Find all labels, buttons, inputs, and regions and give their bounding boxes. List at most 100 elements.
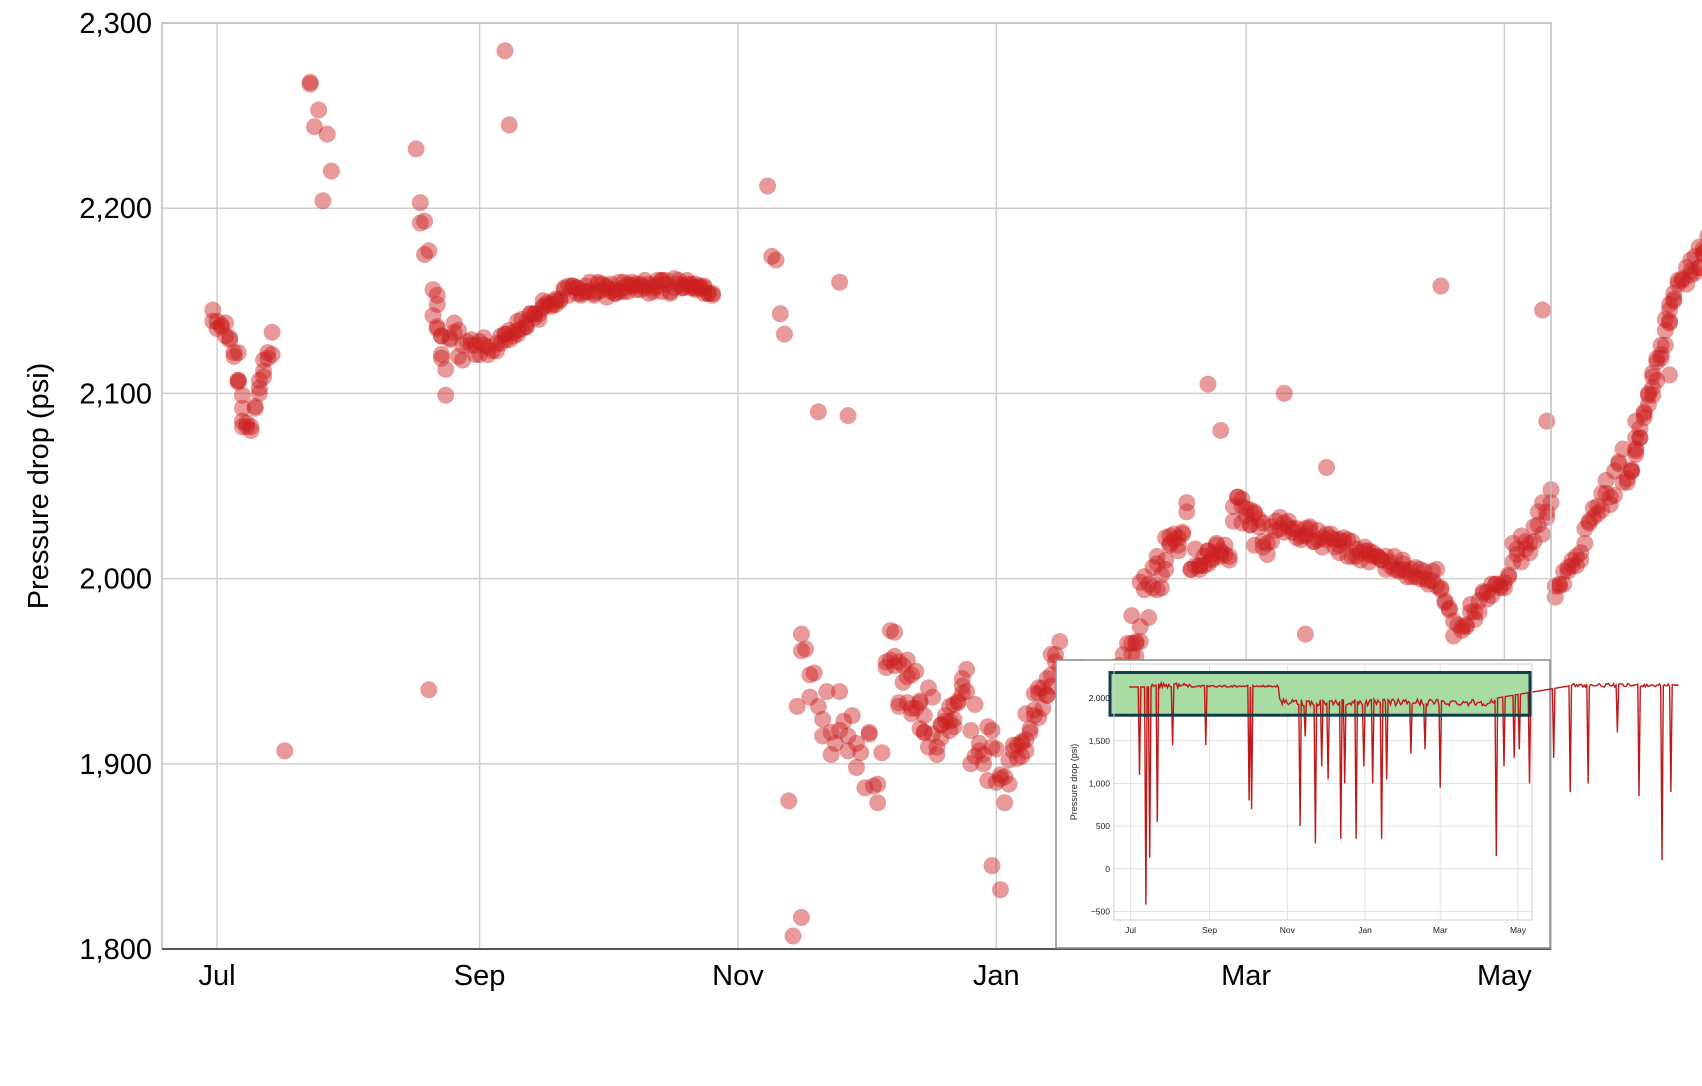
scatter-point: [250, 384, 268, 402]
inset-y-tick-label: −500: [1091, 906, 1110, 916]
scatter-point: [560, 286, 578, 304]
scatter-point: [1013, 734, 1031, 752]
scatter-point: [1131, 573, 1149, 591]
scatter-point: [1584, 508, 1602, 526]
scatter-point: [1678, 275, 1696, 293]
scatter-point: [670, 271, 688, 289]
scatter-point: [1377, 560, 1395, 578]
scatter-point: [1690, 238, 1702, 256]
scatter-point: [432, 346, 450, 364]
scatter-point: [581, 273, 599, 291]
scatter-point: [1694, 244, 1702, 262]
scatter-point: [208, 312, 226, 330]
scatter-point: [1364, 544, 1382, 562]
scatter-point: [564, 277, 582, 295]
scatter-point: [1360, 542, 1378, 560]
scatter-point: [962, 755, 980, 773]
scatter-point: [1241, 516, 1259, 534]
scatter-point: [602, 275, 620, 293]
scatter-point: [466, 336, 484, 354]
scatter-point: [496, 331, 514, 349]
scatter-point: [589, 283, 607, 301]
scatter-point: [953, 670, 971, 688]
scatter-point: [869, 775, 887, 793]
scatter-point: [530, 305, 548, 323]
scatter-point: [699, 284, 717, 302]
scatter-point: [441, 329, 459, 347]
scatter-point: [1017, 731, 1035, 749]
scatter-point: [936, 707, 954, 725]
scatter-point: [826, 734, 844, 752]
scatter-point: [1606, 462, 1624, 480]
scatter-point: [619, 275, 637, 293]
scatter-point: [1661, 366, 1679, 384]
scatter-point: [1614, 473, 1632, 491]
scatter-point: [1622, 460, 1640, 478]
scatter-point: [1656, 310, 1674, 328]
scatter-point: [1436, 592, 1454, 610]
scatter-point: [627, 275, 645, 293]
scatter-point: [322, 162, 340, 180]
scatter-point: [678, 271, 696, 289]
scatter-point: [1042, 646, 1060, 664]
inset-x-tick-label: Nov: [1280, 925, 1296, 935]
scatter-point: [551, 290, 569, 308]
scatter-point: [1038, 686, 1056, 704]
scatter-point: [1224, 497, 1242, 515]
scatter-point: [471, 333, 489, 351]
scatter-point: [1008, 749, 1026, 767]
scatter-point: [581, 283, 599, 301]
y-tick-label: 2,200: [79, 193, 152, 225]
scatter-point: [919, 679, 937, 697]
scatter-point: [208, 320, 226, 338]
scatter-point: [1449, 616, 1467, 634]
scatter-point: [1127, 634, 1145, 652]
scatter-point: [1673, 271, 1691, 289]
scatter-point: [1339, 547, 1357, 565]
scatter-point: [598, 277, 616, 295]
scatter-point: [1339, 531, 1357, 549]
scatter-point: [1114, 646, 1132, 664]
inset-y-tick-label: 2,000: [1089, 693, 1111, 703]
scatter-point: [1326, 531, 1344, 549]
scatter-point: [1004, 742, 1022, 760]
scatter-point: [555, 281, 573, 299]
scatter-point: [911, 692, 929, 710]
scatter-point: [1699, 242, 1702, 256]
scatter-point: [1135, 581, 1153, 599]
scatter-point: [1517, 533, 1535, 551]
scatter-point: [1131, 618, 1149, 636]
scatter-point: [1457, 616, 1475, 634]
scatter-point: [928, 746, 946, 764]
inset-x-tick-label: Mar: [1433, 925, 1448, 935]
scatter-point: [928, 738, 946, 756]
scatter-point: [509, 325, 527, 343]
scatter-point: [907, 662, 925, 680]
scatter-point: [1258, 534, 1276, 552]
scatter-point: [454, 336, 472, 354]
scatter-point: [911, 720, 929, 738]
scatter-point: [1212, 542, 1230, 560]
scatter-point: [1195, 547, 1213, 565]
scatter-point: [428, 318, 446, 336]
scatter-point: [1216, 536, 1234, 554]
x-tick-label: Jan: [973, 960, 1020, 992]
scatter-point: [1508, 546, 1526, 564]
scatter-point: [1254, 538, 1272, 556]
scatter-point: [1025, 684, 1043, 702]
scatter-point: [1191, 560, 1209, 578]
y-tick-label: 2,000: [79, 564, 152, 596]
scatter-point: [517, 318, 535, 336]
scatter-point: [1610, 453, 1628, 471]
scatter-point: [953, 684, 971, 702]
scatter-point: [1639, 386, 1657, 404]
scatter-point: [1436, 594, 1454, 612]
scatter-point: [665, 279, 683, 297]
scatter-point: [445, 314, 463, 332]
scatter-point: [1318, 458, 1336, 476]
scatter-point: [1665, 284, 1683, 302]
scatter-point: [1411, 570, 1429, 588]
scatter-point: [1639, 384, 1657, 402]
scatter-point: [1212, 421, 1230, 439]
scatter-point: [1313, 529, 1331, 547]
